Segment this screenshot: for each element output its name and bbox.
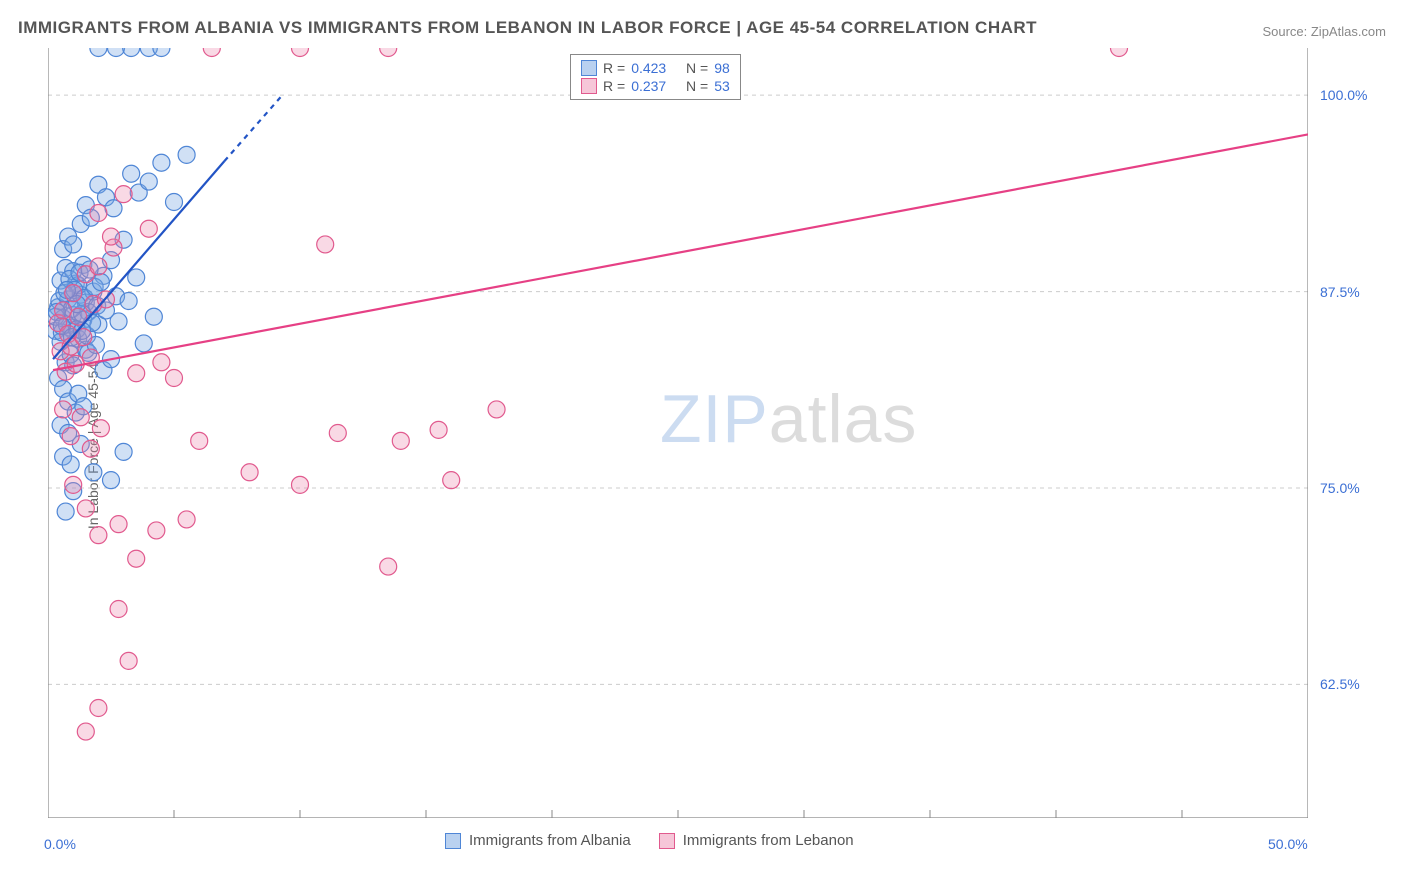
correlation-legend: R = 0.423 N = 98 R = 0.237 N = 53 [570,54,741,100]
y-tick-label: 75.0% [1320,480,1360,496]
source-attribution: Source: ZipAtlas.com [1262,24,1386,39]
legend-series-label: Immigrants from Albania [469,832,631,849]
legend-r-label: R = [603,60,625,76]
legend-series-label: Immigrants from Lebanon [683,832,854,849]
legend-swatch [581,60,597,76]
y-tick-label: 62.5% [1320,676,1360,692]
legend-n-label: N = [686,78,708,94]
legend-n-value: 53 [714,78,730,94]
series-legend: Immigrants from Albania Immigrants from L… [445,832,854,849]
legend-swatch [445,833,461,849]
x-tick-label: 50.0% [1268,836,1308,852]
legend-n-value: 98 [714,60,730,76]
legend-swatch [659,833,675,849]
legend-r-value: 0.423 [631,60,666,76]
legend-item: Immigrants from Albania [445,832,631,849]
legend-n-label: N = [686,60,708,76]
y-tick-label: 87.5% [1320,284,1360,300]
y-tick-label: 100.0% [1320,87,1367,103]
legend-r-label: R = [603,78,625,94]
x-tick-label: 0.0% [44,836,76,852]
scatter-chart [48,48,1308,818]
source-prefix: Source: [1262,24,1310,39]
chart-title: IMMIGRANTS FROM ALBANIA VS IMMIGRANTS FR… [18,18,1037,38]
legend-row: R = 0.423 N = 98 [581,59,730,77]
legend-item: Immigrants from Lebanon [659,832,854,849]
legend-r-value: 0.237 [631,78,666,94]
legend-swatch [581,78,597,94]
source-link[interactable]: ZipAtlas.com [1311,24,1386,39]
legend-row: R = 0.237 N = 53 [581,77,730,95]
